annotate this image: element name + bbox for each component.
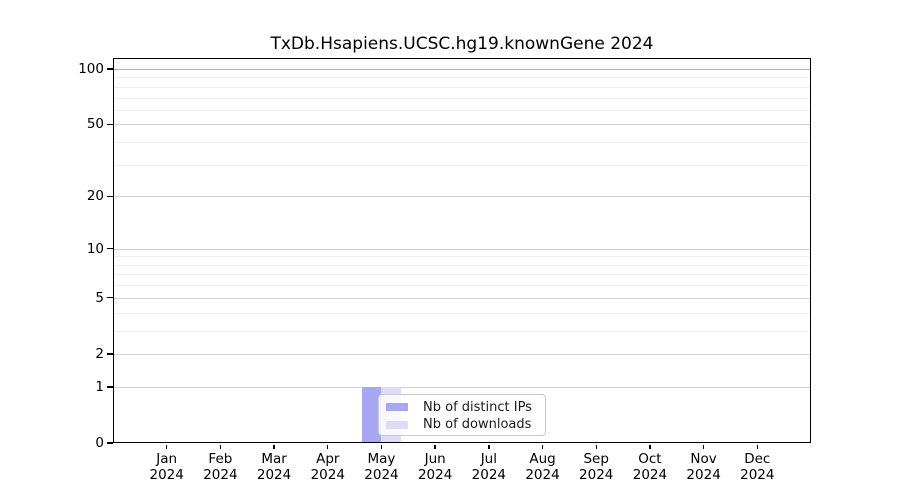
y-tick-label: 50 <box>86 116 104 133</box>
x-tick-year: 2024 <box>740 466 775 483</box>
y-tick-label: 5 <box>95 289 104 306</box>
x-tick-label: Feb 2024 <box>192 451 248 483</box>
x-tick-year: 2024 <box>203 466 238 483</box>
x-tick-month: Oct <box>638 451 662 467</box>
x-tick-label: May 2024 <box>353 451 409 483</box>
y-tick-mark <box>107 353 113 355</box>
gridline-minor <box>113 264 811 266</box>
x-tick-mark <box>165 444 168 449</box>
x-tick-label: Jan 2024 <box>139 451 195 483</box>
legend-item-downloads: Nb of downloads <box>386 416 545 434</box>
gridline-minor <box>113 77 811 79</box>
plot-area: Nb of distinct IPs Nb of downloads <box>113 58 811 443</box>
x-tick-mark <box>273 444 275 449</box>
gridline-minor <box>113 86 811 88</box>
gridline-major <box>113 297 811 299</box>
y-tick-mark <box>107 68 113 70</box>
x-tick-year: 2024 <box>256 466 292 483</box>
gridline-minor <box>113 109 811 111</box>
legend-label-distinct-ips: Nb of distinct IPs <box>423 399 532 415</box>
gridline-minor <box>113 97 811 99</box>
y-tick-mark <box>107 247 113 250</box>
x-tick-month: Apr <box>316 451 340 467</box>
gridline-major <box>113 69 811 70</box>
x-tick-month: Jul <box>480 451 497 467</box>
gridline-minor <box>113 164 811 166</box>
y-tick-mark <box>107 195 113 197</box>
x-tick-mark <box>702 444 705 449</box>
gridline-minor <box>113 274 811 276</box>
gridline-minor <box>113 312 811 314</box>
x-tick-mark <box>327 444 329 449</box>
x-tick-year: 2024 <box>579 466 614 483</box>
x-tick-month: May <box>367 451 396 467</box>
gridline-major <box>113 124 811 126</box>
x-tick-year: 2024 <box>525 466 560 483</box>
legend-label-downloads: Nb of downloads <box>423 417 532 433</box>
x-tick-month: Nov <box>690 451 717 467</box>
bar-distinct-ips <box>362 386 382 443</box>
y-tick-label: 10 <box>86 240 104 257</box>
x-tick-month: Mar <box>261 451 287 467</box>
x-tick-year: 2024 <box>149 466 184 483</box>
x-tick-year: 2024 <box>686 466 721 483</box>
y-tick-mark <box>107 123 113 126</box>
x-tick-year: 2024 <box>310 466 345 483</box>
gridline-minor <box>113 142 811 144</box>
x-tick-mark <box>434 444 436 449</box>
x-tick-year: 2024 <box>632 466 668 483</box>
gridline-major <box>113 353 811 355</box>
x-tick-label: Jul 2024 <box>461 451 517 483</box>
gridline-major <box>113 386 811 388</box>
x-tick-label: Dec 2024 <box>729 451 785 483</box>
legend-swatch-downloads <box>386 420 408 429</box>
x-tick-mark <box>595 444 597 449</box>
x-tick-mark <box>380 444 383 449</box>
y-tick-label: 20 <box>86 188 104 205</box>
y-tick-label: 1 <box>95 378 104 395</box>
x-tick-month: Sep <box>583 451 609 467</box>
y-tick-label: 0 <box>95 435 104 451</box>
x-tick-label: Apr 2024 <box>300 451 356 483</box>
x-tick-label: Oct 2024 <box>622 451 678 483</box>
y-tick-mark <box>107 386 113 388</box>
x-tick-mark <box>219 444 222 449</box>
x-tick-month: Aug <box>529 451 556 467</box>
x-tick-mark <box>488 444 490 449</box>
chart-title: TxDb.Hsapiens.UCSC.hg19.knownGene 2024 <box>270 34 654 54</box>
legend-item-distinct-ips: Nb of distinct IPs <box>386 399 545 417</box>
gridline-minor <box>113 256 811 258</box>
gridline-major <box>113 196 811 198</box>
x-tick-month: Feb <box>208 451 233 467</box>
legend: Nb of distinct IPs Nb of downloads <box>378 394 546 436</box>
gridline-major <box>113 248 811 250</box>
x-tick-label: Nov 2024 <box>676 451 732 483</box>
y-tick-mark <box>107 297 113 299</box>
x-tick-label: Mar 2024 <box>246 451 302 483</box>
gridline-minor <box>113 285 811 287</box>
x-tick-label: Sep 2024 <box>568 451 624 483</box>
x-tick-mark <box>649 444 651 449</box>
x-tick-label: Jun 2024 <box>407 451 463 483</box>
y-tick-mark <box>107 442 113 444</box>
x-tick-year: 2024 <box>471 466 507 483</box>
x-tick-month: Jan <box>156 451 178 467</box>
legend-swatch-distinct-ips <box>386 403 408 412</box>
x-tick-mark <box>756 444 758 449</box>
x-tick-mark <box>541 444 544 449</box>
y-tick-label: 2 <box>95 345 104 362</box>
y-tick-label: 100 <box>78 61 104 77</box>
x-tick-label: Aug 2024 <box>515 451 571 483</box>
x-tick-year: 2024 <box>364 466 399 483</box>
x-tick-year: 2024 <box>417 466 453 483</box>
x-tick-month: Dec <box>744 451 771 467</box>
gridline-minor <box>113 330 811 332</box>
x-tick-month: Jun <box>424 451 446 467</box>
